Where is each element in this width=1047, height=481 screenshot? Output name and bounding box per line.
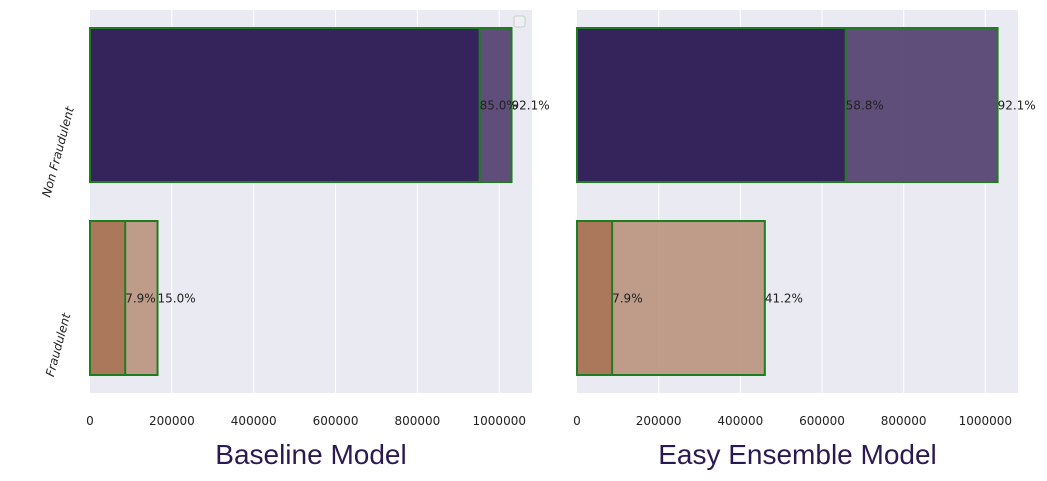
x-tick-label: 200000 [636,414,682,428]
x-tick-label: 200000 [149,414,195,428]
y-tick-label: Non Fraudulent [39,104,77,198]
chart-title: Baseline Model [215,439,406,470]
y-tick-label: Fraudulent [43,310,74,378]
data-label: 15.0% [158,292,196,306]
data-label: 7.9% [612,292,643,306]
x-tick-label: 600000 [313,414,359,428]
data-label: 41.2% [765,292,803,306]
chart-panel-0: 92.1% 15.0% 85.0% 7.9% 0 200000 400000 600000 80… [39,10,550,470]
data-label: 92.1% [998,99,1036,113]
data-label: 85.0% [480,99,518,113]
x-tick-label: 400000 [231,414,277,428]
x-tick-label: 0 [573,414,581,428]
x-tick-label: 800000 [881,414,927,428]
x-tick-label: 600000 [799,414,845,428]
x-tick-label: 0 [86,414,94,428]
bar-non-fraudulent-series-1 [576,27,847,183]
x-tick-label: 1000000 [959,414,1012,428]
x-tick-label: 800000 [395,414,441,428]
data-label: 58.8% [846,99,884,113]
x-tick-label: 1000000 [473,414,526,428]
chart-panel-1: 92.1% 41.2% 58.8% 7.9% 0 200000 400000 600000 80… [573,10,1036,470]
bar-fraudulent-series-1 [576,220,614,376]
bar-fraudulent-series-1 [89,220,127,376]
data-label: 7.9% [125,292,155,306]
bar-non-fraudulent-series-1 [89,27,481,183]
x-tick-label: 400000 [717,414,763,428]
chart-title: Easy Ensemble Model [658,439,937,470]
legend-box [513,15,526,28]
data-label: 92.1% [512,99,550,113]
